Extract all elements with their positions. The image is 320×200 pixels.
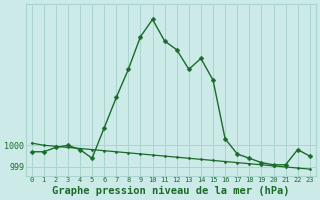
X-axis label: Graphe pression niveau de la mer (hPa): Graphe pression niveau de la mer (hPa)	[52, 186, 290, 196]
